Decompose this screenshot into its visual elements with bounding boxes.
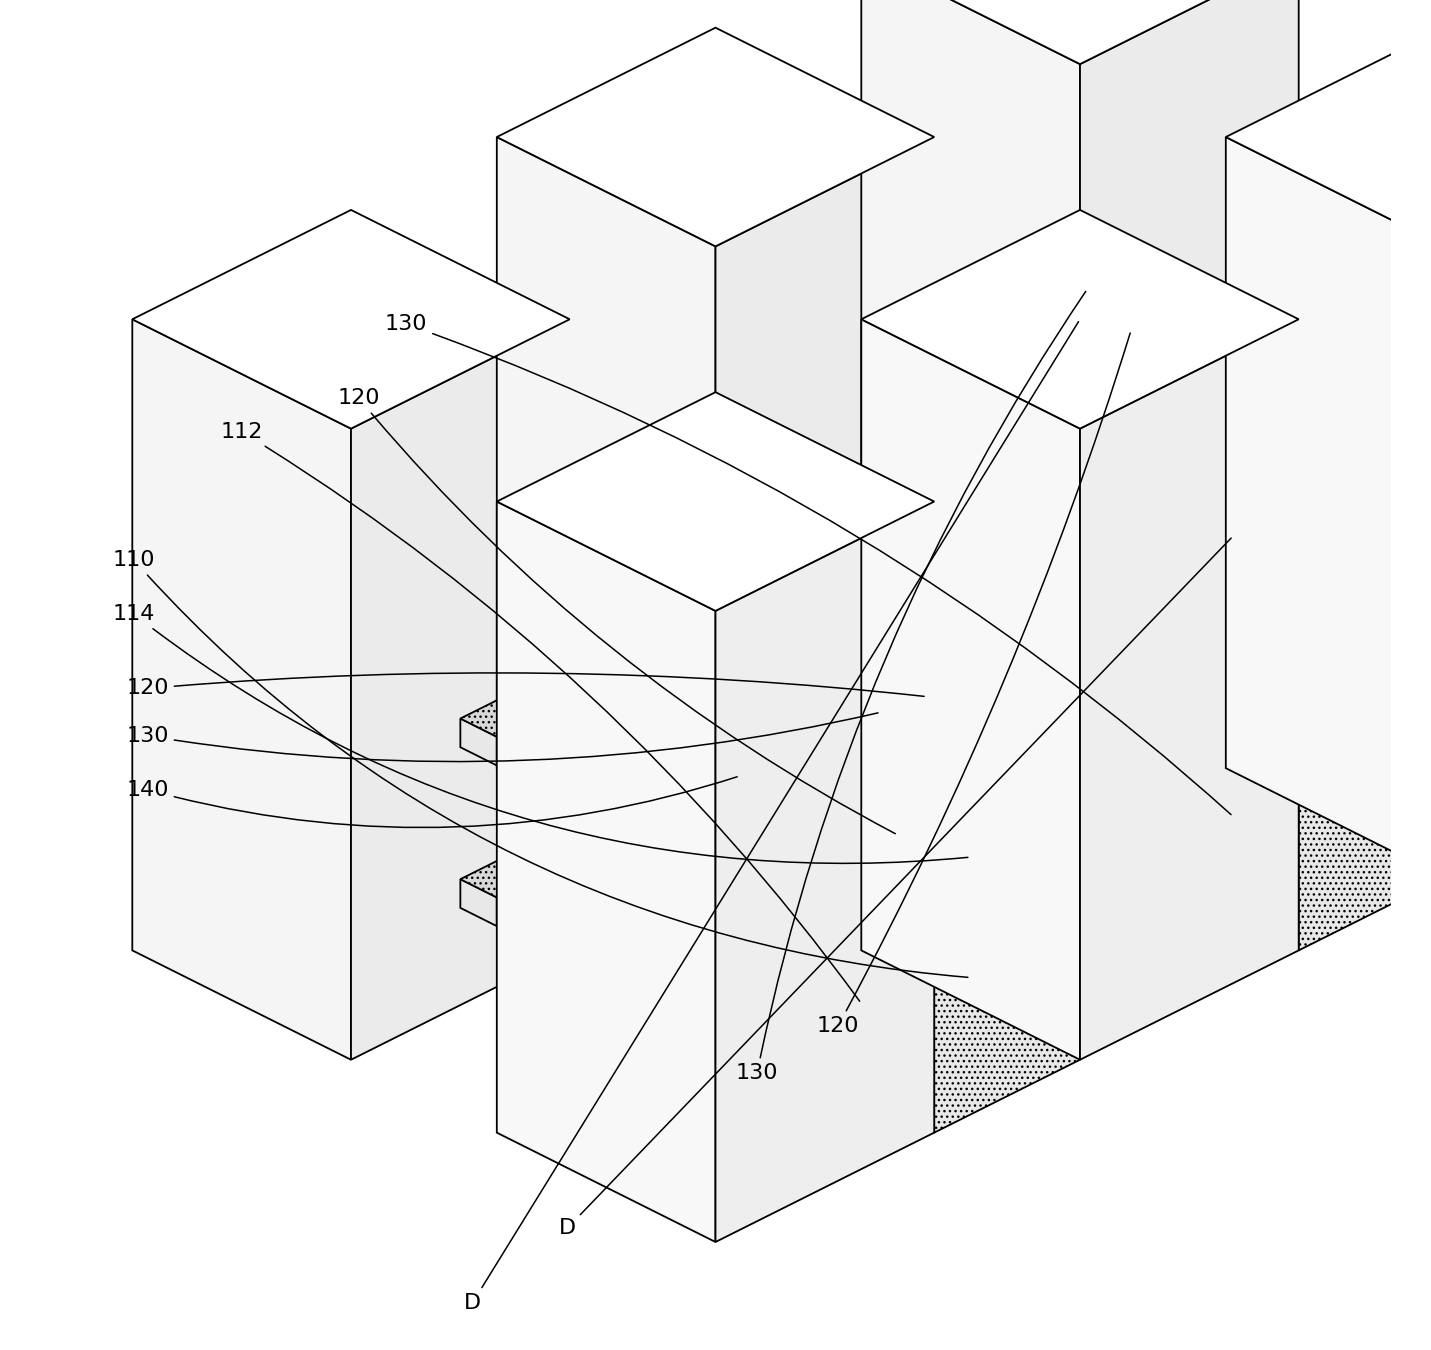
Text: 130: 130 (126, 713, 879, 761)
Polygon shape (716, 548, 861, 1023)
Polygon shape (1080, 446, 1299, 583)
Polygon shape (934, 664, 1080, 765)
Polygon shape (351, 320, 570, 1060)
Text: 140: 140 (126, 776, 737, 828)
Polygon shape (1080, 367, 1431, 548)
Polygon shape (132, 320, 351, 1060)
Text: 130: 130 (385, 315, 1231, 814)
Polygon shape (497, 392, 934, 610)
Polygon shape (1080, 320, 1299, 1060)
Polygon shape (570, 475, 716, 950)
Polygon shape (497, 263, 1431, 765)
Polygon shape (351, 367, 716, 548)
Polygon shape (934, 657, 1080, 1133)
Text: 112: 112 (220, 423, 860, 1002)
Polygon shape (497, 502, 716, 1242)
Polygon shape (716, 555, 1080, 737)
Polygon shape (716, 788, 934, 926)
Polygon shape (461, 405, 1431, 898)
Polygon shape (934, 825, 1080, 926)
Polygon shape (570, 475, 861, 621)
Text: 110: 110 (113, 551, 967, 977)
Polygon shape (1080, 0, 1299, 695)
Polygon shape (934, 294, 1080, 768)
Text: 120: 120 (338, 389, 896, 834)
Polygon shape (497, 27, 934, 246)
Polygon shape (1080, 533, 1431, 716)
Polygon shape (1299, 643, 1431, 744)
Polygon shape (351, 439, 570, 950)
Polygon shape (716, 138, 934, 878)
Polygon shape (716, 628, 934, 765)
Polygon shape (716, 184, 1080, 367)
Polygon shape (1080, 439, 1299, 950)
Polygon shape (934, 294, 1226, 439)
Text: D: D (558, 539, 1231, 1238)
Polygon shape (497, 424, 1431, 926)
Polygon shape (461, 718, 497, 765)
Text: 120: 120 (126, 672, 924, 698)
Polygon shape (716, 621, 934, 1133)
Polygon shape (1080, 367, 1226, 841)
Polygon shape (1226, 27, 1431, 246)
Text: D: D (464, 321, 1079, 1312)
Polygon shape (461, 879, 497, 926)
Polygon shape (1226, 138, 1431, 878)
Polygon shape (934, 367, 1080, 841)
Polygon shape (570, 548, 716, 1023)
Polygon shape (716, 256, 934, 768)
Polygon shape (716, 548, 1080, 730)
Polygon shape (861, 0, 1080, 695)
Polygon shape (497, 138, 716, 878)
Text: 120: 120 (817, 333, 1130, 1035)
Polygon shape (1080, 606, 1299, 744)
Text: 114: 114 (113, 605, 967, 864)
Polygon shape (1080, 373, 1431, 555)
Polygon shape (132, 209, 570, 429)
Polygon shape (861, 209, 1299, 429)
Polygon shape (861, 320, 1080, 1060)
Polygon shape (461, 244, 1431, 737)
Polygon shape (861, 0, 1299, 65)
Polygon shape (716, 502, 934, 1242)
Text: 130: 130 (736, 292, 1086, 1083)
Polygon shape (1299, 475, 1431, 950)
Polygon shape (716, 716, 1080, 898)
Polygon shape (1299, 482, 1431, 583)
